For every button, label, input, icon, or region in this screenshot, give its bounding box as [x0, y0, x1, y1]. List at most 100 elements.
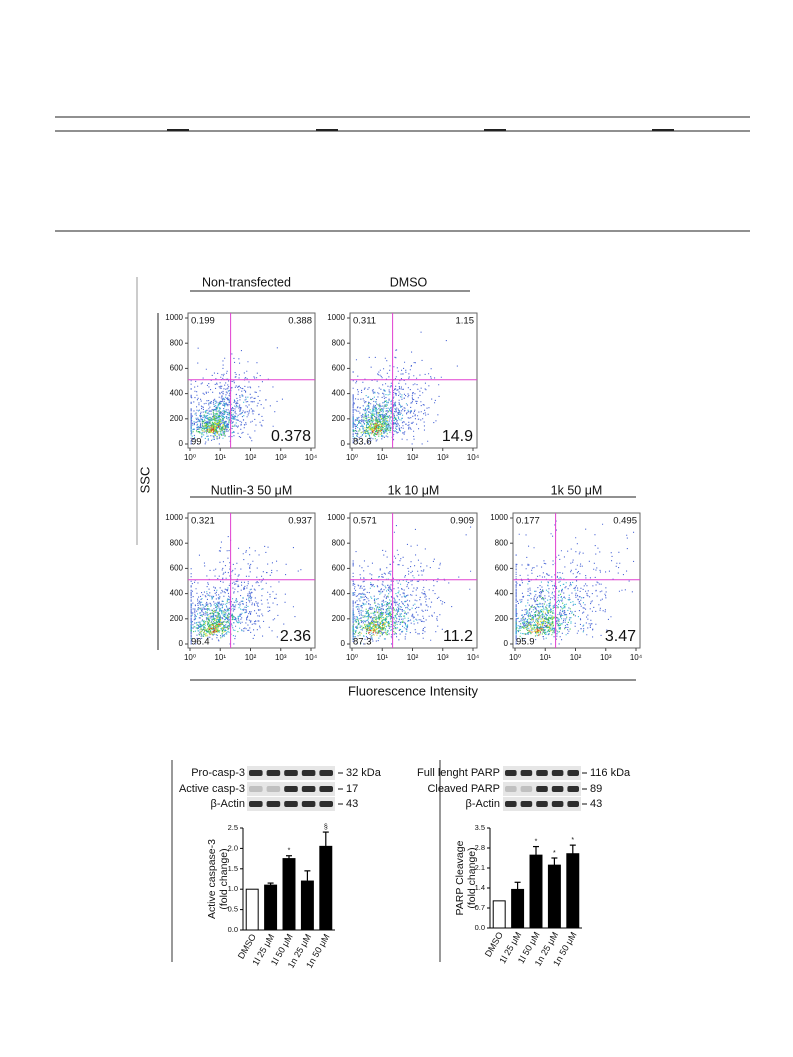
y-tick-label: 600: [332, 364, 346, 373]
y-axis-label: (fold change): [466, 847, 478, 908]
quadrant-lr: 11.2: [443, 628, 473, 645]
y-tick-label: 0: [504, 639, 509, 648]
blot-size: 89: [590, 783, 602, 795]
blot-band: [319, 801, 333, 807]
blot-label: β-Actin: [466, 798, 500, 810]
y-tick-label: 1000: [490, 513, 508, 522]
blot-band: [301, 770, 316, 776]
x-tick-label: 10³: [275, 453, 287, 462]
y-tick-label: 400: [170, 589, 184, 598]
blot-band: [266, 801, 281, 807]
x-tick-label: 10³: [275, 653, 287, 662]
x-tick-label: 10²: [407, 653, 419, 662]
y-tick-label: 2.1: [475, 863, 485, 872]
y-tick-label: 0.7: [475, 903, 485, 912]
y-tick-label: 1.4: [475, 883, 485, 892]
y-tick-label: 1000: [165, 513, 183, 522]
y-tick-label: 0.0: [475, 923, 485, 932]
y-tick-label: 200: [332, 614, 346, 623]
density-dots: [524, 609, 554, 636]
y-tick-label: 0.0: [228, 925, 238, 934]
y-tick-label: 0: [341, 439, 346, 448]
blot-band: [249, 801, 263, 807]
panel-title: Nutlin-3 50 μM: [211, 483, 293, 497]
y-tick-label: 800: [170, 538, 184, 547]
blot-band: [520, 786, 533, 792]
blot-band: [505, 770, 517, 776]
blot-band: [567, 801, 579, 807]
blot-band: [249, 786, 263, 792]
x-tick-label: 10⁴: [305, 453, 318, 462]
density-dots: [190, 601, 239, 639]
x-tick-label: 10¹: [214, 653, 226, 662]
quadrant-ll: 95.9: [516, 637, 535, 648]
x-tick-label: 10¹: [376, 453, 388, 462]
density-dots: [190, 390, 249, 440]
blot-size: 43: [590, 798, 602, 810]
bar: [282, 858, 296, 931]
blot-label: Cleaved PARP: [427, 783, 500, 795]
bar: [547, 864, 561, 929]
bar: [529, 854, 543, 929]
blot-band: [551, 801, 564, 807]
quadrant-ll: 96.4: [191, 637, 210, 648]
x-tick-label: 10⁰: [346, 653, 358, 662]
quadrant-ul: 0.177: [516, 516, 540, 527]
blot-band: [284, 801, 298, 807]
y-tick-label: 600: [495, 564, 509, 573]
bar: [319, 845, 333, 931]
quadrant-ul: 0.199: [191, 316, 215, 327]
bar: [566, 853, 580, 929]
blot-size: 32 kDa: [346, 767, 382, 779]
y-tick-label: 0: [179, 639, 184, 648]
x-tick-label: 10¹: [539, 653, 551, 662]
y-tick-label: 1000: [327, 513, 345, 522]
panel-title: 1k 50 μM: [551, 483, 603, 497]
x-axis-label: Fluorescence Intensity: [348, 683, 479, 698]
y-axis-label: Active caspase-3: [206, 839, 218, 919]
quadrant-lr: 14.9: [442, 428, 473, 445]
x-tick-label: 10⁴: [467, 453, 480, 462]
bar: [264, 884, 278, 931]
y-tick-label: 3.5: [475, 823, 485, 832]
y-tick-label: 400: [332, 389, 346, 398]
x-tick-label: 10²: [245, 453, 257, 462]
quadrant-ul: 0.311: [353, 316, 376, 327]
quadrant-lr: 2.36: [280, 628, 311, 645]
bar: [511, 888, 525, 929]
blot-band: [536, 770, 548, 776]
y-axis-label: SSC: [137, 467, 152, 494]
x-tick-label: 10³: [437, 653, 449, 662]
x-tick-label: 10⁴: [630, 653, 643, 662]
quadrant-lr: 3.47: [605, 628, 636, 645]
blot-band: [520, 801, 533, 807]
significance: *: [553, 850, 556, 857]
x-tick-label: 10²: [245, 653, 257, 662]
quadrant-ur: 0.388: [288, 316, 312, 327]
density-dots: [361, 412, 394, 435]
quadrant-ur: 0.909: [450, 516, 474, 527]
significance: *: [571, 837, 574, 844]
quadrant-ll: 87.3: [353, 637, 372, 648]
blot-size: 116 kDa: [590, 767, 631, 779]
quadrant-ur: 0.937: [288, 516, 312, 527]
panel-title: Non-transfected: [202, 275, 291, 289]
blot-band: [266, 786, 281, 792]
quadrant-ul: 0.571: [353, 516, 377, 527]
density-dots: [352, 525, 472, 645]
x-tick-label: 10¹: [214, 453, 226, 462]
x-tick-label: 10³: [600, 653, 612, 662]
density-dots: [366, 623, 384, 634]
blot-label: Full lenght PARP: [417, 767, 500, 779]
y-tick-label: 800: [495, 538, 509, 547]
quadrant-ll: 99: [191, 437, 202, 448]
y-tick-label: 200: [495, 614, 509, 623]
x-tick-label: 10⁴: [305, 653, 318, 662]
y-tick-label: 400: [495, 589, 509, 598]
density-dots: [199, 611, 231, 637]
y-tick-label: 2.5: [228, 823, 238, 832]
y-tick-label: 200: [170, 414, 184, 423]
y-tick-label: 0: [179, 439, 184, 448]
x-tick-label: 10³: [437, 453, 449, 462]
